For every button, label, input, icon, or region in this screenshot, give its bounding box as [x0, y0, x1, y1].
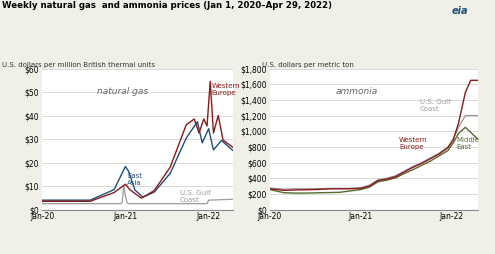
Text: Western
Europe: Western Europe	[212, 83, 241, 96]
Text: ammonia: ammonia	[336, 87, 378, 96]
Text: U.S. Gulf
Coast: U.S. Gulf Coast	[420, 99, 450, 113]
Text: Weekly natural gas  and ammonia prices (Jan 1, 2020–Apr 29, 2022): Weekly natural gas and ammonia prices (J…	[2, 1, 333, 10]
Text: eia: eia	[451, 6, 468, 16]
Text: East
Asia: East Asia	[127, 173, 142, 186]
Text: Western
Europe: Western Europe	[399, 137, 428, 151]
Text: U.S. dollars per metric ton: U.S. dollars per metric ton	[262, 62, 354, 68]
Text: U.S. dollars per million British thermal units: U.S. dollars per million British thermal…	[2, 62, 155, 68]
Text: U.S. Gulf
Coast: U.S. Gulf Coast	[180, 189, 210, 203]
Text: natural gas: natural gas	[97, 87, 148, 96]
Text: Middle
East: Middle East	[457, 137, 480, 151]
